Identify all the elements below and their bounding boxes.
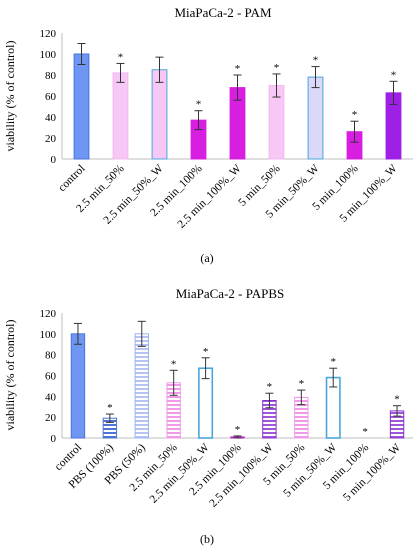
bar [151, 69, 168, 160]
y-tick-label: 20 [45, 133, 57, 145]
significance-marker: * [235, 63, 241, 75]
chart-title-a: MiaPaCa-2 - PAM [174, 5, 271, 20]
y-tick-label: 40 [45, 112, 57, 124]
significance-marker: * [330, 356, 336, 368]
significance-marker: * [118, 51, 124, 63]
chart-panel-b: MiaPaCa-2 - PAPBS viability (% of contro… [3, 286, 413, 546]
y-axis-label-a: viability (% of control) [3, 41, 17, 152]
y-tick-label: 120 [40, 308, 57, 320]
significance-marker: * [235, 424, 241, 436]
significance-marker: * [313, 55, 319, 67]
y-tick-label: 100 [40, 329, 57, 341]
chart-panel-a: MiaPaCa-2 - PAM viability (% of control)… [3, 5, 413, 265]
significance-marker: * [171, 358, 177, 370]
bar [70, 333, 86, 439]
bar [134, 333, 149, 439]
y-axis-label-b: viability (% of control) [3, 320, 17, 431]
y-tick-label: 40 [45, 391, 57, 403]
significance-marker: * [267, 381, 273, 393]
bar [307, 76, 324, 160]
significance-marker: * [107, 402, 113, 414]
x-tick-label: control [56, 163, 88, 195]
chart-title-b: MiaPaCa-2 - PAPBS [176, 286, 285, 301]
significance-marker: * [362, 426, 368, 438]
y-tick-label: 60 [45, 371, 57, 383]
panel-label-a: (a) [200, 251, 213, 265]
y-tick-label: 100 [40, 49, 57, 61]
bar [112, 72, 129, 160]
y-tick-label: 0 [51, 154, 57, 166]
significance-marker: * [274, 62, 280, 74]
y-tick-label: 80 [45, 350, 57, 362]
x-tick-label: 5 min_100%_W [341, 442, 403, 504]
significance-marker: * [299, 378, 305, 390]
significance-marker: * [196, 99, 202, 111]
y-tick-label: 0 [51, 433, 57, 445]
y-tick-label: 60 [45, 91, 57, 103]
significance-marker: * [394, 394, 400, 406]
significance-marker: * [203, 346, 209, 358]
y-tick-label: 20 [45, 412, 57, 424]
bar [73, 53, 90, 160]
significance-marker: * [352, 109, 358, 121]
y-tick-label: 80 [45, 70, 57, 82]
y-tick-label: 120 [40, 28, 57, 40]
significance-marker: * [391, 69, 397, 81]
panel-label-b: (b) [200, 532, 214, 546]
